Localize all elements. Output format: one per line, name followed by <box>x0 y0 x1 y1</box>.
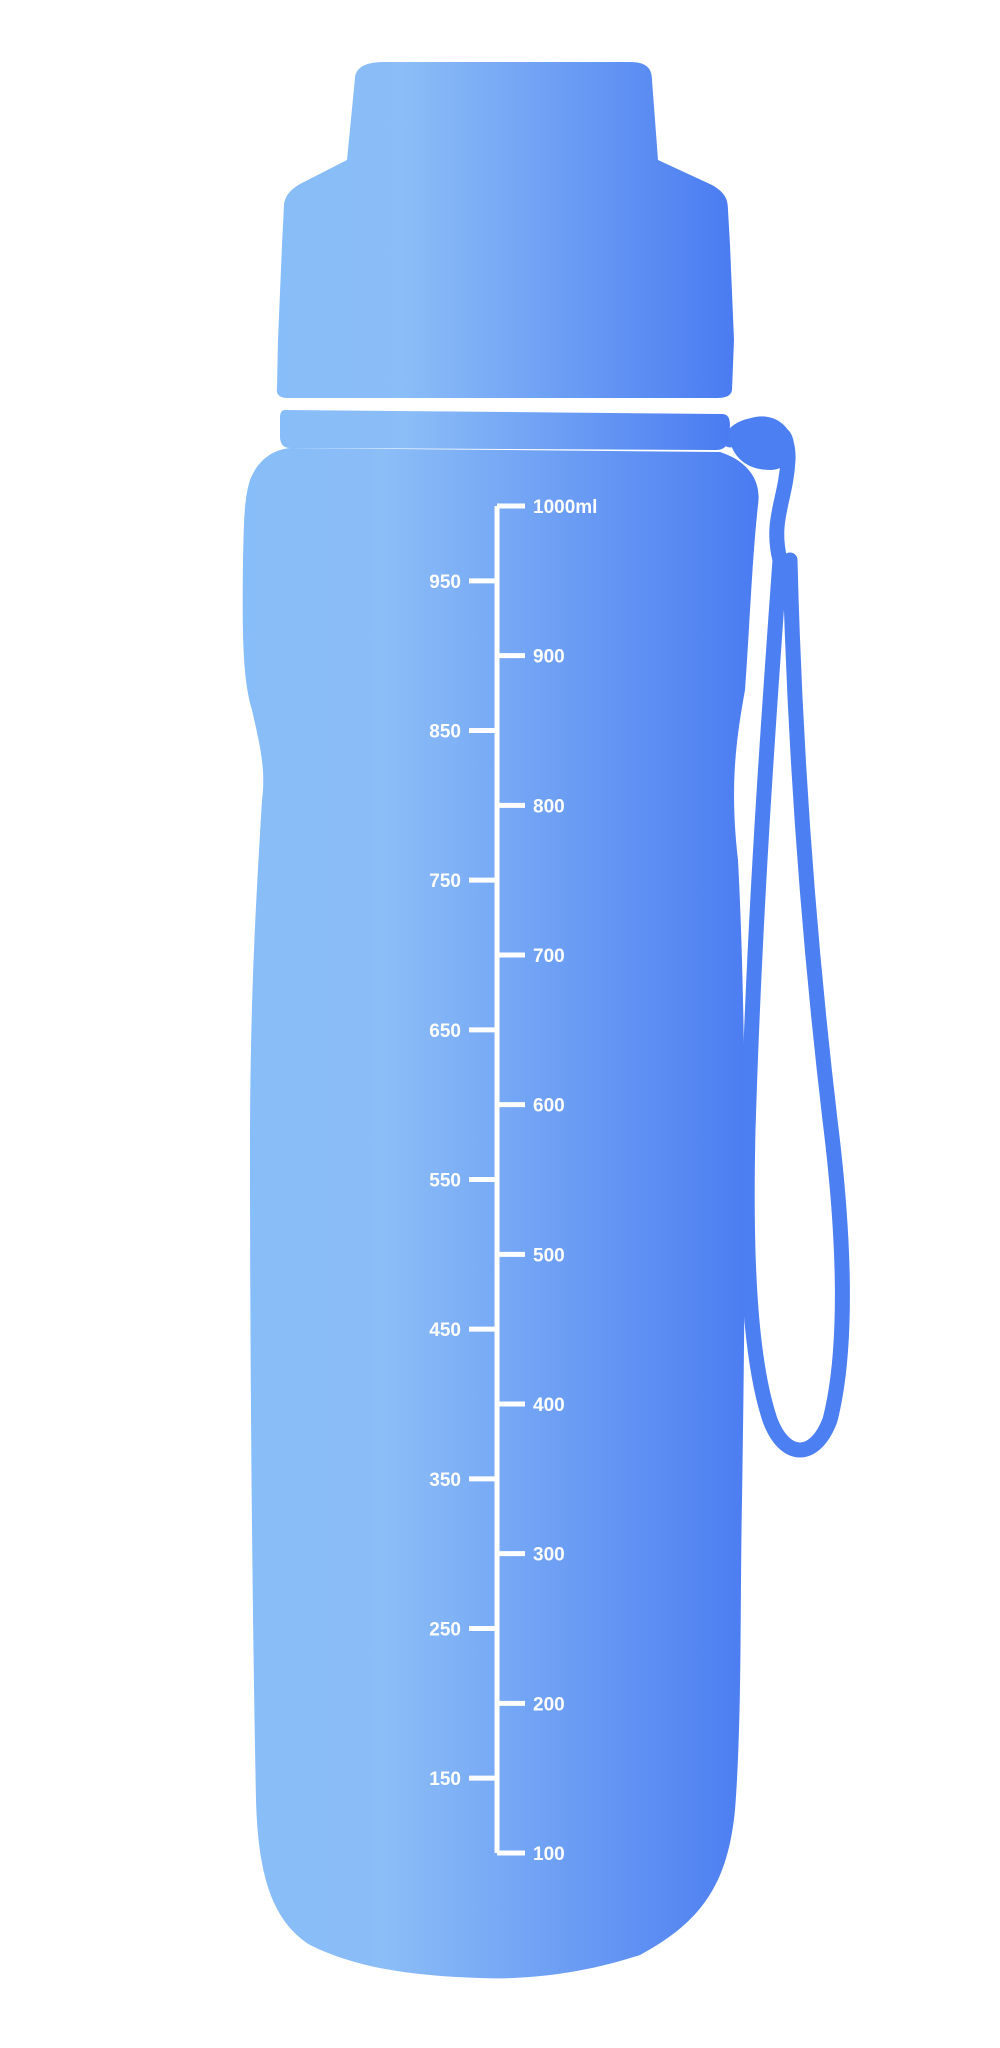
scale-label-900: 900 <box>533 647 565 668</box>
scale-label-300: 300 <box>533 1545 565 1566</box>
bottle-body <box>242 448 759 1979</box>
scale-label-500: 500 <box>533 1245 565 1266</box>
scale-label-top: 1000ml <box>533 497 597 518</box>
scale-label-200: 200 <box>533 1694 565 1715</box>
scale-label-400: 400 <box>533 1395 565 1416</box>
scale-label-250: 250 <box>429 1620 461 1641</box>
scale-label-650: 650 <box>429 1021 461 1042</box>
scale-label-850: 850 <box>429 722 461 743</box>
scale-label-450: 450 <box>429 1320 461 1341</box>
scale-label-350: 350 <box>429 1470 461 1491</box>
bottle-cap <box>276 62 734 398</box>
bottle-neck-ring <box>280 410 730 450</box>
scale-label-950: 950 <box>429 572 461 593</box>
measurement-scale: 1000ml 950 850 750 650 550 450 350 250 150 900 800 7… <box>429 497 597 1865</box>
scale-label-700: 700 <box>533 946 565 967</box>
scale-label-600: 600 <box>533 1096 565 1117</box>
scale-label-800: 800 <box>533 796 565 817</box>
scale-label-150: 150 <box>429 1769 461 1790</box>
scale-label-100: 100 <box>533 1844 565 1865</box>
scale-label-550: 550 <box>429 1171 461 1192</box>
carry-strap <box>722 416 850 1458</box>
strap-knot <box>728 417 794 470</box>
scale-label-750: 750 <box>429 871 461 892</box>
